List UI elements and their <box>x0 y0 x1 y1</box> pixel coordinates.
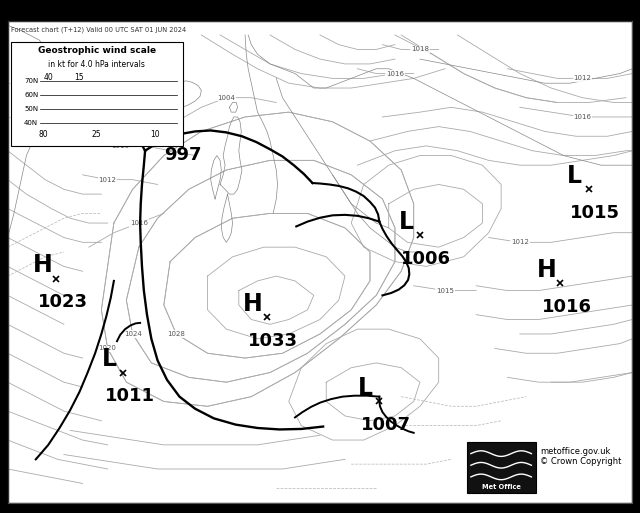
Text: 1006: 1006 <box>401 250 451 268</box>
Text: 1018: 1018 <box>411 47 429 52</box>
Text: 10: 10 <box>150 130 160 139</box>
Text: 1015: 1015 <box>570 204 620 222</box>
Text: 1016: 1016 <box>111 143 129 149</box>
Text: 1012: 1012 <box>99 176 116 183</box>
Text: 60N: 60N <box>24 92 38 97</box>
Text: 1007: 1007 <box>360 416 411 434</box>
Text: L: L <box>399 210 413 233</box>
Text: 1020: 1020 <box>99 345 116 351</box>
Text: 70N: 70N <box>24 77 38 84</box>
Text: 1033: 1033 <box>248 331 298 349</box>
Text: metoffice.gov.uk
© Crown Copyright: metoffice.gov.uk © Crown Copyright <box>541 447 622 466</box>
Text: 1028: 1028 <box>168 331 185 337</box>
Text: 1016: 1016 <box>573 114 591 120</box>
Text: 40N: 40N <box>24 120 38 126</box>
Text: 1024: 1024 <box>124 331 141 337</box>
Text: 1016: 1016 <box>130 220 148 226</box>
Text: Met Office: Met Office <box>482 484 520 489</box>
Text: Geostrophic wind scale: Geostrophic wind scale <box>38 46 156 55</box>
Text: 997: 997 <box>164 146 202 164</box>
Text: H: H <box>537 258 557 282</box>
Text: H: H <box>243 291 263 315</box>
Text: 1012: 1012 <box>573 75 591 82</box>
Text: 1011: 1011 <box>104 387 154 405</box>
Text: L: L <box>358 376 373 400</box>
Text: 1023: 1023 <box>38 293 88 311</box>
Text: H: H <box>33 253 52 277</box>
Text: 25: 25 <box>92 130 102 139</box>
Text: Forecast chart (T+12) Valid 00 UTC SAT 01 JUN 2024: Forecast chart (T+12) Valid 00 UTC SAT 0… <box>11 26 186 33</box>
Text: L: L <box>567 164 582 188</box>
Text: 1016: 1016 <box>541 298 592 316</box>
Text: in kt for 4.0 hPa intervals: in kt for 4.0 hPa intervals <box>48 60 145 69</box>
Text: 50N: 50N <box>24 106 38 111</box>
Text: L: L <box>155 106 170 130</box>
Text: 40: 40 <box>44 73 54 82</box>
Text: 1012: 1012 <box>511 240 529 245</box>
Text: 80: 80 <box>38 130 48 139</box>
Text: 1020: 1020 <box>80 124 98 130</box>
FancyBboxPatch shape <box>11 42 182 146</box>
Text: 1016: 1016 <box>386 71 404 76</box>
FancyBboxPatch shape <box>467 442 536 493</box>
Text: 15: 15 <box>75 73 84 82</box>
Text: 1004: 1004 <box>218 95 236 101</box>
Text: L: L <box>102 347 117 371</box>
Text: 1015: 1015 <box>436 288 454 293</box>
